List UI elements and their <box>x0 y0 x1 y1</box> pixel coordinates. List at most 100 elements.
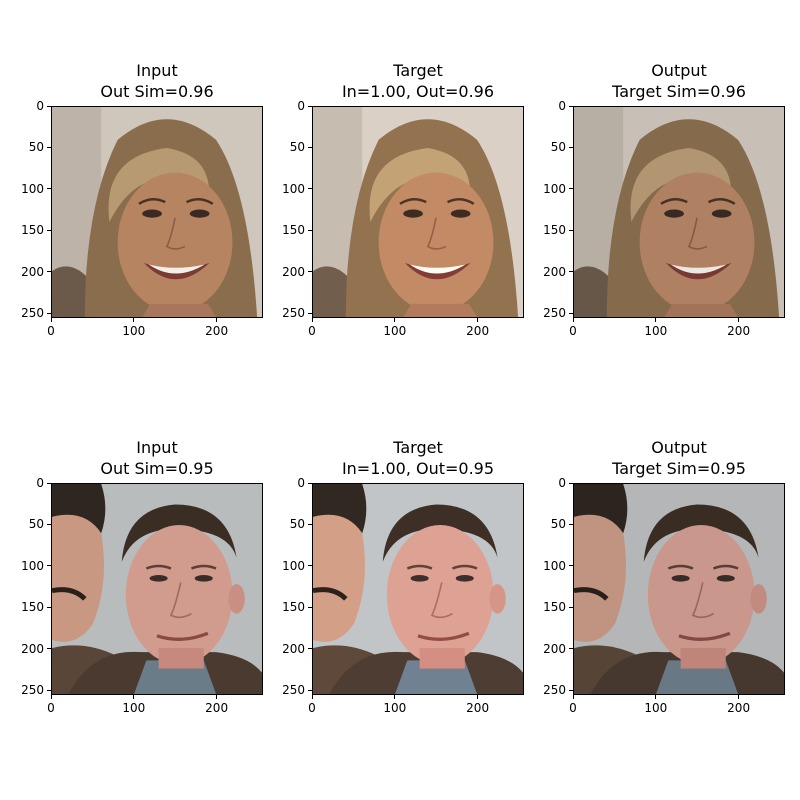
x-tick-label: 200 <box>727 324 751 338</box>
face-photo <box>52 107 262 317</box>
y-tick <box>308 606 312 608</box>
x-tick-label: 100 <box>383 324 407 338</box>
y-tick <box>47 312 51 314</box>
x-tick-label: 100 <box>122 324 146 338</box>
panel-title-line1: Target <box>393 438 443 457</box>
left-eye <box>664 209 684 218</box>
right-eye <box>711 209 732 218</box>
y-tick <box>569 565 573 567</box>
image-panel: 0 50 100 150 200 250 0 100 200 <box>543 476 785 715</box>
y-tick-label: 200 <box>543 264 566 279</box>
left-eye <box>410 575 429 582</box>
teeth <box>148 264 205 274</box>
y-tick <box>308 146 312 148</box>
y-tick-label: 200 <box>543 641 566 656</box>
image-axes <box>573 483 785 695</box>
mouth <box>678 631 731 641</box>
image-axes <box>312 106 524 318</box>
x-tick <box>655 318 657 322</box>
x-tick <box>311 695 313 699</box>
y-tick-label: 250 <box>282 306 305 321</box>
x-tick-label: 0 <box>569 701 577 715</box>
y-tick-label: 50 <box>550 517 566 532</box>
panel-title: Input Out Sim=0.96 <box>7 60 307 102</box>
x-tick-label: 200 <box>727 701 751 715</box>
panel-title-line1: Output <box>651 438 707 457</box>
y-tick-label: 100 <box>282 558 305 573</box>
x-tick-label: 0 <box>47 324 55 338</box>
y-tick-label: 100 <box>282 181 305 196</box>
face <box>647 525 755 665</box>
left-eye <box>142 209 162 218</box>
panel-title-line1: Target <box>393 61 443 80</box>
x-tick-label: 200 <box>466 324 490 338</box>
y-tick <box>569 523 573 525</box>
teeth <box>670 264 727 274</box>
panel-title: Input Out Sim=0.95 <box>7 437 307 479</box>
y-tick <box>569 606 573 608</box>
y-tick <box>569 689 573 691</box>
y-tick <box>47 689 51 691</box>
y-tick-label: 250 <box>282 683 305 698</box>
face-photo <box>313 107 523 317</box>
y-tick <box>47 523 51 525</box>
x-tick <box>477 695 479 699</box>
y-tick-label: 50 <box>289 140 305 155</box>
y-tick-label: 200 <box>21 264 44 279</box>
x-tick <box>738 318 740 322</box>
y-tick <box>47 271 51 273</box>
panel-title-line2: Out Sim=0.96 <box>100 82 214 101</box>
y-tick-label: 200 <box>21 641 44 656</box>
x-tick <box>394 695 396 699</box>
y-tick-label: 250 <box>543 683 566 698</box>
y-tick-label: 0 <box>36 476 44 490</box>
panel-title: Target In=1.00, Out=0.96 <box>268 60 568 102</box>
x-tick <box>133 318 135 322</box>
panel-title-line2: Target Sim=0.95 <box>612 459 746 478</box>
y-tick <box>308 482 312 484</box>
face-photo <box>313 484 523 694</box>
x-tick-label: 200 <box>205 701 229 715</box>
y-tick-label: 150 <box>282 600 305 615</box>
x-tick-label: 200 <box>205 324 229 338</box>
panel-title: Target In=1.00, Out=0.95 <box>268 437 568 479</box>
y-tick-label: 100 <box>543 181 566 196</box>
face-photo <box>574 484 784 694</box>
y-tick-label: 50 <box>28 140 44 155</box>
right-eye <box>450 209 471 218</box>
image-axes <box>573 106 785 318</box>
image-axes <box>51 483 263 695</box>
y-tick <box>308 105 312 107</box>
panel-title: Output Target Sim=0.96 <box>529 60 800 102</box>
y-tick <box>47 565 51 567</box>
mouth <box>417 631 470 641</box>
x-tick-label: 100 <box>383 701 407 715</box>
x-tick-label: 0 <box>308 701 316 715</box>
y-tick-label: 0 <box>297 99 305 113</box>
face-photo <box>52 484 262 694</box>
y-tick-label: 150 <box>21 223 44 238</box>
y-tick <box>308 689 312 691</box>
left-eye <box>403 209 423 218</box>
y-tick <box>569 105 573 107</box>
x-tick-label: 100 <box>122 701 146 715</box>
face <box>378 172 494 313</box>
y-tick-label: 50 <box>550 140 566 155</box>
y-tick <box>47 606 51 608</box>
x-tick <box>50 318 52 322</box>
hair <box>382 504 498 562</box>
y-tick <box>47 146 51 148</box>
y-tick <box>308 271 312 273</box>
y-tick-label: 0 <box>558 99 566 113</box>
face-photo <box>574 107 784 317</box>
hair <box>643 504 759 562</box>
friend-face <box>574 500 626 642</box>
y-tick <box>47 648 51 650</box>
right-eye <box>189 209 210 218</box>
y-tick <box>47 188 51 190</box>
y-tick <box>569 482 573 484</box>
y-tick-label: 250 <box>543 306 566 321</box>
y-tick-label: 150 <box>282 223 305 238</box>
y-tick-label: 0 <box>297 476 305 490</box>
